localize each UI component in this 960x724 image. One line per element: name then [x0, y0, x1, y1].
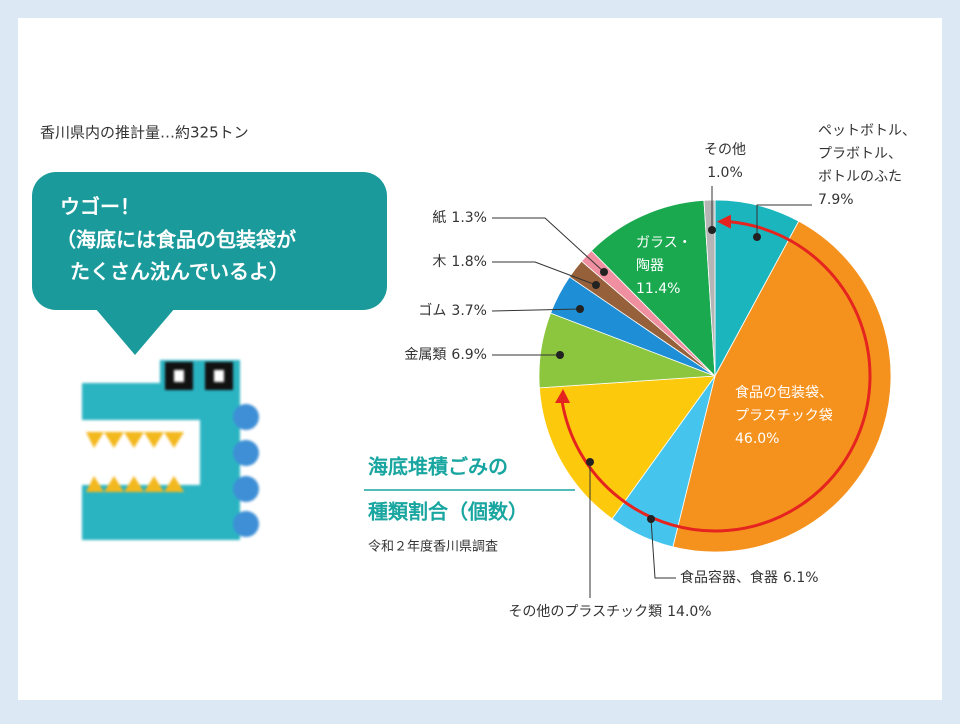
- pie-slice: [672, 220, 892, 553]
- category-label: ガラス・: [636, 235, 692, 251]
- leader-line: [492, 217, 605, 273]
- category-label: ペットボトル、: [818, 123, 916, 139]
- category-label: その他: [704, 142, 746, 158]
- pie-slice: [703, 199, 716, 377]
- mascot-teeth: [86, 432, 184, 448]
- bubble-body: [32, 172, 387, 310]
- bubble-text: ウゴー！: [60, 195, 140, 219]
- mascot-body: [82, 360, 240, 540]
- category-label: 木: [432, 254, 446, 270]
- chart-subtitle: 令和２年度香川県調査: [368, 539, 498, 555]
- leader-line: [491, 308, 581, 312]
- slice-label: その他のプラスチック類 14.0%: [508, 604, 711, 620]
- arrow-head: [555, 389, 571, 404]
- pie-slice: [538, 375, 716, 520]
- slice-label: 木 1.8%: [432, 254, 487, 270]
- slice-label: 食品容器、食器 6.1%: [680, 569, 819, 586]
- category-label: 陶器: [636, 258, 664, 274]
- value-label: 46.0%: [735, 431, 779, 447]
- leader-dot: [647, 515, 655, 523]
- arrow-head: [716, 214, 731, 229]
- leader-dot: [708, 226, 716, 234]
- category-label: 食品容器、食器: [680, 569, 778, 586]
- category-label: プラスチック袋: [735, 408, 833, 424]
- value-label: 3.7%: [451, 303, 487, 319]
- leader-dot: [586, 458, 594, 466]
- value-label: 11.4%: [636, 281, 680, 297]
- bubble-text: たくさん沈んでいるよ）: [70, 260, 289, 284]
- value-label: 6.9%: [451, 347, 487, 363]
- leader-line: [650, 518, 676, 579]
- leader-line: [756, 204, 812, 237]
- mascot-eye-shine: [174, 370, 184, 382]
- bubble-text: （海底には食品の包装袋が: [56, 228, 296, 252]
- mascot-bump: [233, 476, 259, 502]
- value-label: 6.1%: [783, 570, 819, 586]
- mascot-teeth: [86, 476, 184, 492]
- leader-dot: [576, 305, 584, 313]
- chart-title: 海底堆積ごみの: [368, 455, 508, 479]
- category-label: ボトルのふた: [818, 169, 902, 185]
- mascot: [82, 360, 259, 540]
- category-label: プラボトル、: [818, 146, 902, 162]
- mascot-eye-shine: [214, 370, 224, 382]
- slice-label: ゴム 3.7%: [418, 302, 487, 319]
- mascot-bump: [233, 511, 259, 537]
- category-label: 金属類: [404, 347, 446, 363]
- mascot-bump: [233, 440, 259, 466]
- note: 香川県内の推計量…約325トン: [40, 124, 249, 142]
- chart-title: 種類割合（個数）: [368, 500, 528, 524]
- category-label: ゴム: [418, 302, 446, 319]
- leader-dot: [753, 233, 761, 241]
- leader-dot: [556, 351, 564, 359]
- leader-dot: [592, 281, 600, 289]
- pie-slice: [590, 199, 716, 378]
- category-label: 食品の包装袋、: [735, 384, 833, 401]
- mascot-bump: [233, 404, 259, 430]
- leader-dot: [600, 268, 608, 276]
- slice-label: 金属類 6.9%: [404, 347, 487, 363]
- pie: [538, 199, 892, 553]
- category-label: その他のプラスチック類: [508, 604, 662, 620]
- value-label: 1.0%: [707, 165, 743, 181]
- value-label: 1.8%: [451, 254, 487, 270]
- speech-bubble: ウゴー！ （海底には食品の包装袋が たくさん沈んでいるよ）: [32, 172, 387, 355]
- cycle-arrow: [560, 220, 872, 533]
- slice-label: 紙 1.3%: [432, 210, 487, 226]
- category-label: 紙: [432, 210, 446, 226]
- value-label: 7.9%: [818, 192, 854, 208]
- value-label: 1.3%: [451, 210, 487, 226]
- leader-line: [492, 261, 597, 286]
- bubble-tail: [95, 308, 175, 355]
- value-label: 14.0%: [667, 604, 711, 620]
